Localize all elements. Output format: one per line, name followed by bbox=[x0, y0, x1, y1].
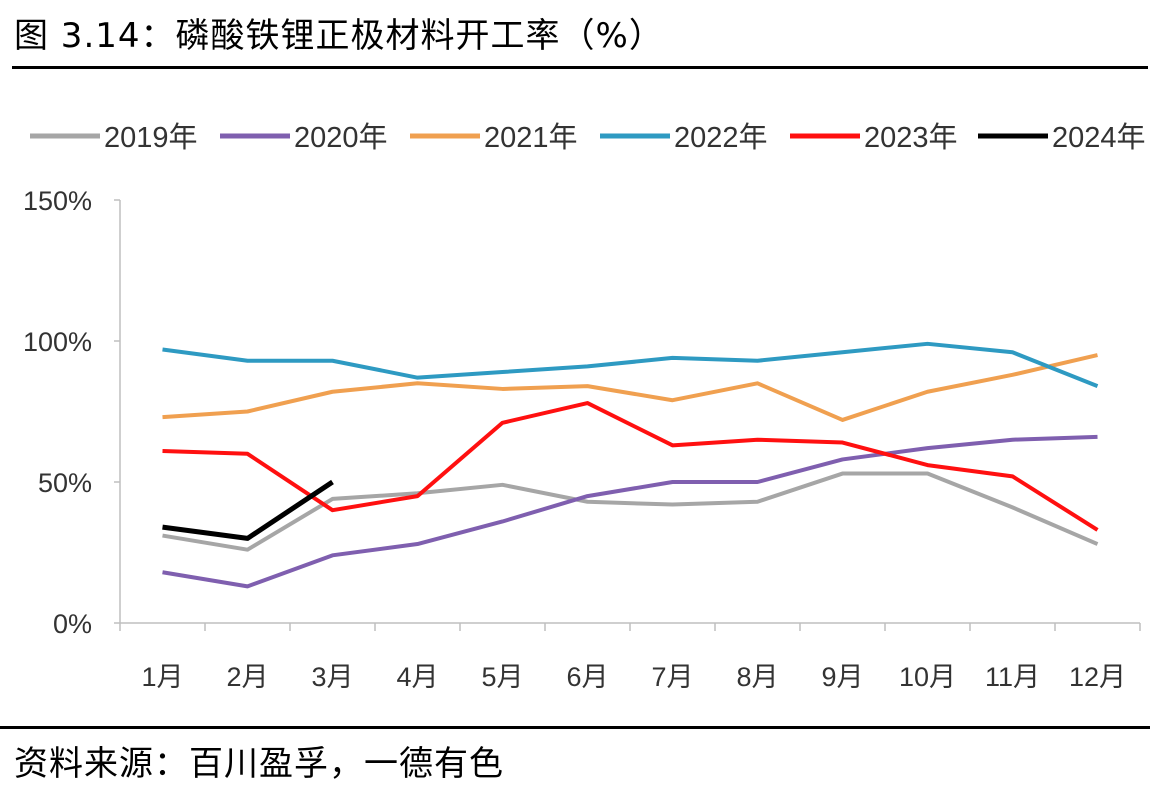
x-tick-label: 9月 bbox=[821, 662, 863, 692]
x-tick-label: 7月 bbox=[651, 662, 693, 692]
chart-title: 图 3.14：磷酸铁锂正极材料开工率（%） bbox=[14, 16, 664, 56]
y-tick-label: 150% bbox=[23, 186, 92, 216]
x-tick-label: 11月 bbox=[985, 662, 1040, 692]
legend-label: 2024年 bbox=[1052, 121, 1146, 154]
series-line-2024年 bbox=[162, 479, 334, 541]
legend-label: 2022年 bbox=[674, 121, 768, 154]
title-divider bbox=[12, 66, 1148, 69]
y-tick-label: 100% bbox=[23, 327, 92, 357]
x-tick-label: 8月 bbox=[736, 662, 778, 692]
y-tick-label: 50% bbox=[38, 468, 92, 498]
series-line-2022年 bbox=[162, 341, 1099, 388]
legend-label: 2023年 bbox=[864, 121, 958, 154]
legend-label: 2019年 bbox=[104, 121, 198, 154]
x-tick-label: 6月 bbox=[566, 662, 608, 692]
x-tick-label: 1月 bbox=[141, 662, 183, 692]
series-line-2023年 bbox=[162, 401, 1099, 532]
x-tick-label: 3月 bbox=[311, 662, 353, 692]
series-line-2021年 bbox=[162, 353, 1098, 422]
y-tick-label: 0% bbox=[53, 609, 92, 639]
source-note: 资料来源：百川盈孚，一德有色 bbox=[14, 744, 504, 784]
x-tick-label: 2月 bbox=[226, 662, 268, 692]
x-tick-label: 5月 bbox=[481, 662, 523, 692]
series-line-2019年 bbox=[162, 471, 1099, 552]
series-line-2020年 bbox=[162, 434, 1098, 589]
source-divider bbox=[0, 726, 1150, 729]
legend-label: 2020年 bbox=[294, 121, 388, 154]
x-tick-label: 4月 bbox=[396, 662, 438, 692]
x-tick-label: 12月 bbox=[1069, 662, 1126, 692]
legend-label: 2021年 bbox=[484, 121, 578, 154]
x-tick-label: 10月 bbox=[899, 662, 956, 692]
